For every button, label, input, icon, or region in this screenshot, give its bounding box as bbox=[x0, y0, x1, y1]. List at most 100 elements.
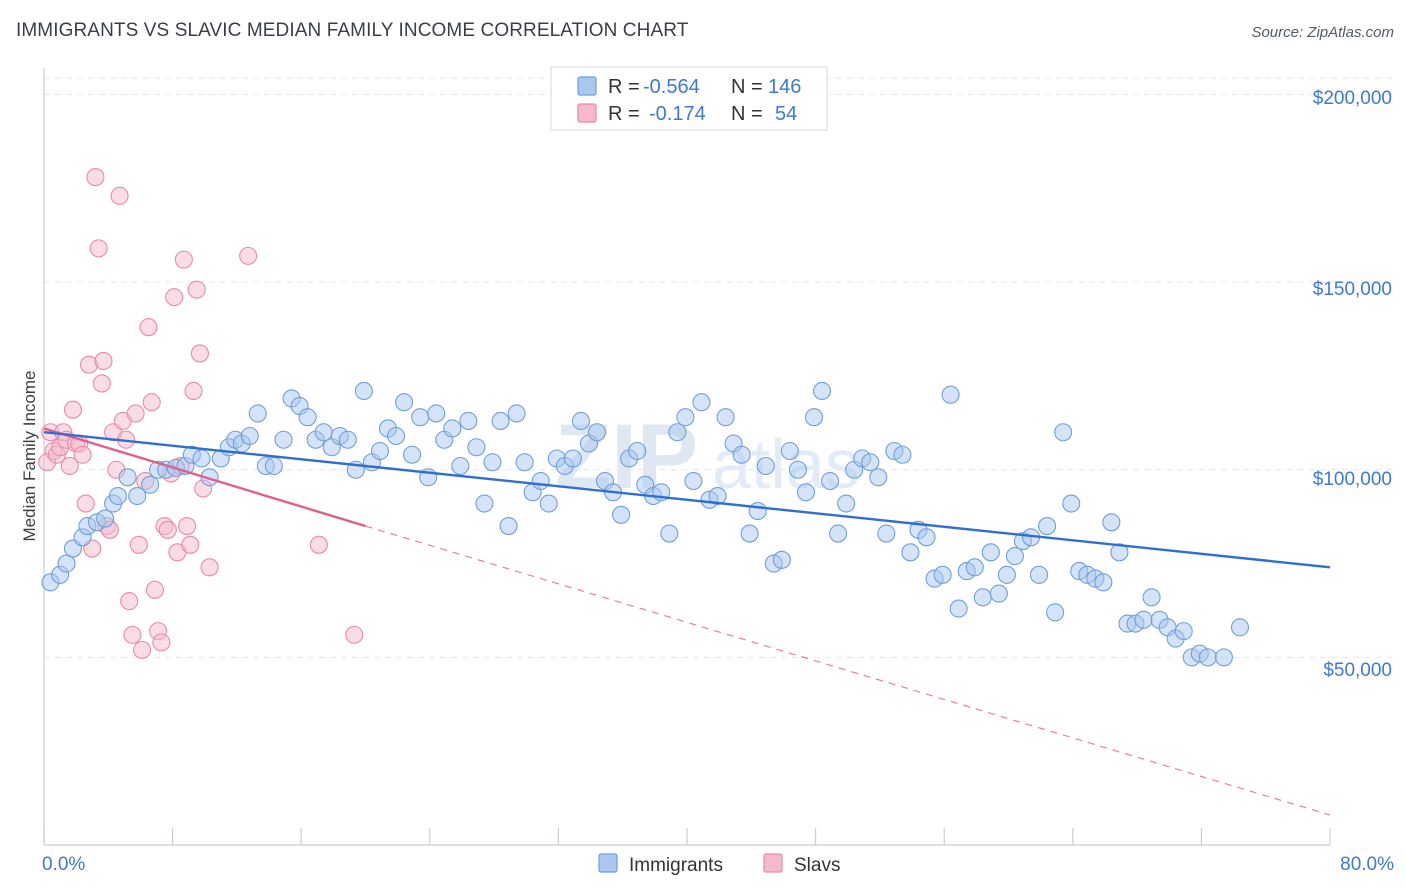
slavs-point bbox=[158, 520, 177, 539]
immigrants-point bbox=[1198, 648, 1217, 667]
immigrants-point bbox=[973, 588, 992, 607]
immigrants-point bbox=[1094, 573, 1113, 592]
legend-series-label: Slavs bbox=[794, 855, 840, 876]
immigrants-point bbox=[1174, 622, 1193, 641]
slavs-point bbox=[165, 288, 184, 307]
legend-n-label: N = bbox=[731, 76, 763, 98]
immigrants-point bbox=[877, 524, 896, 543]
immigrants-point bbox=[507, 404, 526, 423]
immigrants-point bbox=[660, 524, 679, 543]
immigrants-point bbox=[1110, 543, 1129, 562]
immigrants-point bbox=[901, 543, 920, 562]
slavs-point bbox=[110, 186, 129, 205]
immigrants-point bbox=[668, 423, 687, 442]
slavs-point bbox=[94, 351, 113, 370]
immigrants-point bbox=[1142, 588, 1161, 607]
immigrants-point bbox=[989, 584, 1008, 603]
immigrants-point bbox=[248, 404, 267, 423]
immigrants-point bbox=[1214, 648, 1233, 667]
y-tick-label: $150,000 bbox=[1313, 279, 1392, 300]
slavs-point bbox=[178, 516, 197, 536]
slavs-point bbox=[187, 280, 206, 299]
slavs-point bbox=[142, 393, 161, 412]
immigrants-point bbox=[708, 486, 727, 506]
immigrants-point bbox=[732, 445, 751, 464]
immigrants-point bbox=[676, 408, 695, 427]
immigrants-point bbox=[1005, 547, 1024, 566]
immigrants-point bbox=[837, 494, 856, 513]
immigrants-point bbox=[264, 456, 283, 476]
legend-r-label: R = bbox=[608, 76, 640, 98]
immigrants-point bbox=[981, 543, 1000, 562]
stats-legend: R = -0.564 N = 146 R = -0.174 N = 54 bbox=[550, 66, 828, 131]
immigrants-point bbox=[821, 471, 840, 491]
slavs-trend-line bbox=[43, 427, 366, 528]
x-tick-label-min: 0.0% bbox=[42, 854, 85, 875]
immigrants-point bbox=[539, 494, 558, 513]
immigrants-point bbox=[861, 453, 880, 472]
immigrants-point bbox=[933, 565, 952, 584]
immigrants-point bbox=[338, 430, 357, 449]
immigrants-point bbox=[128, 486, 147, 506]
immigrants-point bbox=[804, 408, 824, 427]
slavs-point bbox=[184, 381, 203, 401]
slavs-point bbox=[133, 640, 152, 659]
immigrants-point bbox=[1038, 516, 1057, 536]
immigrants-point bbox=[96, 509, 115, 528]
immigrants-point bbox=[748, 501, 767, 521]
immigrants-point bbox=[411, 408, 430, 427]
immigrants-point bbox=[443, 419, 462, 438]
immigrants-point bbox=[475, 494, 494, 513]
legend-r-value: -0.564 bbox=[643, 76, 700, 98]
slavs-point bbox=[181, 535, 200, 554]
slavs-point bbox=[129, 535, 148, 554]
slavs-legend-swatch bbox=[763, 853, 783, 873]
immigrants-point bbox=[796, 483, 816, 502]
y-axis-label: Median Family Income bbox=[20, 370, 39, 541]
immigrants-point bbox=[531, 471, 550, 491]
immigrants-point bbox=[612, 505, 631, 524]
immigrants-point bbox=[965, 558, 984, 577]
immigrants-point bbox=[459, 411, 478, 431]
gridlines bbox=[44, 77, 1392, 658]
slavs-point bbox=[239, 246, 258, 265]
slavs-point bbox=[73, 445, 92, 464]
slavs-point bbox=[309, 535, 328, 554]
immigrants-point bbox=[628, 441, 647, 461]
legend-r-value: -0.174 bbox=[649, 103, 706, 125]
legend-series-label: Immigrants bbox=[629, 855, 723, 876]
slavs-point bbox=[89, 239, 108, 258]
immigrants-point bbox=[893, 445, 912, 464]
slavs-point bbox=[123, 625, 142, 644]
slavs-point bbox=[63, 400, 82, 419]
legend-n-value: 54 bbox=[775, 103, 797, 125]
immigrants-point bbox=[386, 426, 406, 446]
y-tick-label: $100,000 bbox=[1313, 469, 1392, 490]
y-axis-tick-labels: $200,000 $150,000 $100,000 $50,000 bbox=[1313, 88, 1392, 681]
immigrants-point bbox=[467, 438, 486, 457]
immigrants-point bbox=[499, 516, 518, 536]
immigrants-point bbox=[192, 449, 211, 468]
immigrants-point bbox=[354, 381, 373, 401]
immigrants-point bbox=[756, 456, 775, 476]
immigrants-point bbox=[829, 524, 848, 543]
immigrants-point bbox=[1054, 423, 1073, 442]
immigrants-point bbox=[1134, 610, 1153, 629]
source-label: Source: ZipAtlas.com bbox=[1251, 24, 1394, 41]
slavs-point bbox=[76, 494, 95, 513]
immigrants-point bbox=[587, 423, 607, 442]
slavs-point bbox=[60, 456, 79, 476]
immigrants-point bbox=[141, 475, 160, 494]
immigrants-point bbox=[917, 528, 936, 547]
immigrants-legend-swatch bbox=[577, 76, 597, 96]
legend-n-value: 146 bbox=[768, 76, 801, 98]
immigrants-point bbox=[740, 524, 759, 543]
x-tick-label-max: 80.0% bbox=[1340, 854, 1394, 875]
immigrants-point bbox=[772, 550, 791, 569]
immigrants-point bbox=[1230, 618, 1250, 637]
immigrants-point bbox=[684, 471, 703, 491]
legend-r-label: R = bbox=[608, 103, 640, 125]
immigrants-point bbox=[298, 408, 317, 427]
immigrants-point bbox=[997, 565, 1016, 584]
